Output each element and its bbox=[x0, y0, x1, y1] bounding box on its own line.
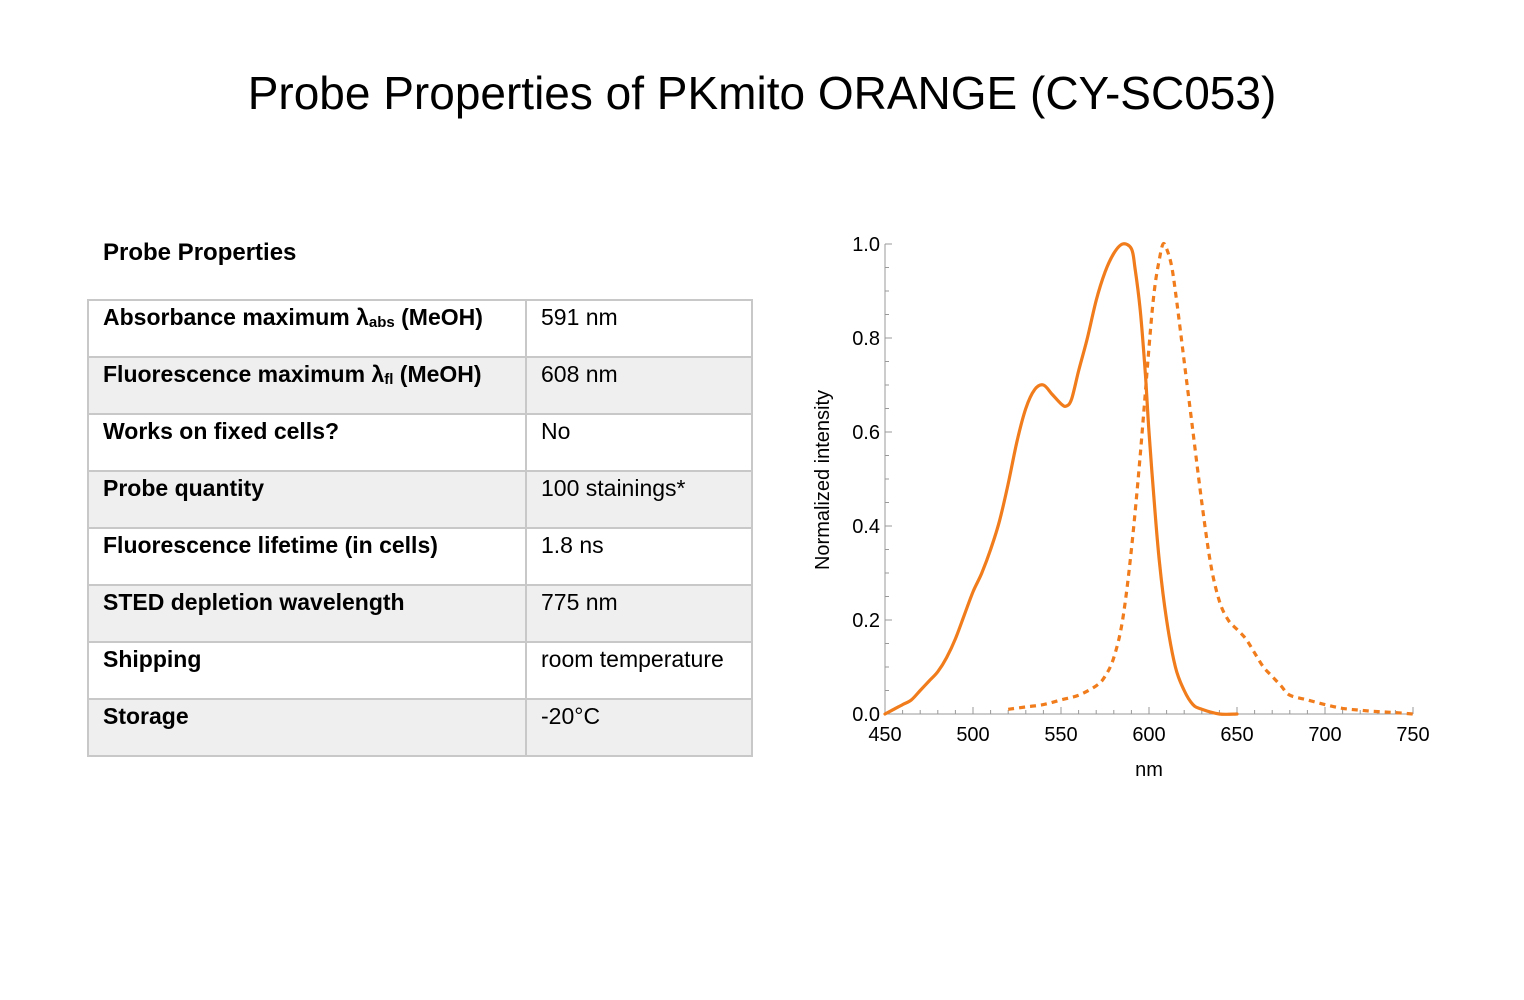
x-tick-label: 650 bbox=[1220, 724, 1253, 746]
x-tick-label: 450 bbox=[868, 724, 901, 746]
property-label-text: Absorbance maximum λ bbox=[103, 304, 369, 330]
property-label-text: Storage bbox=[103, 703, 189, 729]
property-row: STED depletion wavelength 775 nm bbox=[87, 584, 753, 643]
property-label-text: Probe quantity bbox=[103, 475, 265, 501]
property-value: 591 nm bbox=[525, 299, 753, 358]
property-label-subscript: fl bbox=[384, 371, 394, 388]
x-tick-label: 500 bbox=[956, 724, 989, 746]
y-tick-label: 0.4 bbox=[852, 516, 880, 538]
probe-properties-table: Absorbance maximum λabs (MeOH) 591 nm Fluo… bbox=[87, 299, 753, 757]
property-label-text: Fluorescence lifetime (in cells) bbox=[103, 532, 438, 558]
property-label: STED depletion wavelength bbox=[87, 584, 527, 643]
series-line-fluorescence bbox=[1007, 241, 1414, 716]
property-value: 100 stainings* bbox=[525, 470, 753, 529]
property-value: 1.8 ns bbox=[525, 527, 753, 586]
property-row: Absorbance maximum λabs (MeOH) 591 nm bbox=[87, 299, 753, 358]
x-tick-label: 600 bbox=[1132, 724, 1165, 746]
y-tick-label: 0.6 bbox=[852, 422, 880, 444]
y-tick-label: 0.2 bbox=[852, 610, 880, 632]
chart-series bbox=[883, 241, 1414, 716]
property-label-text: Shipping bbox=[103, 646, 202, 672]
x-tick-label: 750 bbox=[1396, 724, 1429, 746]
y-axis-label: Normalized intensity bbox=[812, 390, 834, 570]
spectra-chart: 450 500 550 600 650 700 7500.00.20.40.60.81.0 … bbox=[812, 234, 1430, 781]
property-label: Probe quantity bbox=[87, 470, 527, 529]
property-label-text: Fluorescence maximum λ bbox=[103, 361, 385, 387]
property-label: Fluorescence maximum λfl (MeOH) bbox=[87, 356, 527, 415]
property-value: -20°C bbox=[525, 698, 753, 757]
property-label-text: Works on fixed cells? bbox=[103, 418, 340, 444]
property-label: Fluorescence lifetime (in cells) bbox=[87, 527, 527, 586]
property-row: Storage -20°C bbox=[87, 698, 753, 757]
chart-axes: 450 500 550 600 650 700 750 0.0 0.2 0.4 0.6 0.8 1.0 bbox=[852, 234, 1430, 746]
property-label: Storage bbox=[87, 698, 527, 757]
property-value: No bbox=[525, 413, 753, 472]
series-line-absorbance bbox=[883, 242, 1239, 716]
property-label-suffix: (MeOH) bbox=[393, 361, 482, 387]
property-value: 775 nm bbox=[525, 584, 753, 643]
property-row: Fluorescence lifetime (in cells) 1.8 ns bbox=[87, 527, 753, 586]
probe-properties-heading: Probe Properties bbox=[103, 239, 297, 266]
property-label: Shipping bbox=[87, 641, 527, 700]
x-axis-label: nm bbox=[1135, 759, 1163, 781]
y-tick-label: 0.0 bbox=[852, 704, 880, 726]
property-row: Probe quantity 100 stainings* bbox=[87, 470, 753, 529]
property-label-subscript: abs bbox=[368, 314, 395, 331]
y-tick-label: 1.0 bbox=[852, 234, 880, 256]
property-label: Absorbance maximum λabs (MeOH) bbox=[87, 299, 527, 358]
property-label-text: STED depletion wavelength bbox=[103, 589, 405, 615]
x-tick-label: 550 bbox=[1044, 724, 1077, 746]
property-row: Fluorescence maximum λfl (MeOH) 608 nm bbox=[87, 356, 753, 415]
property-row: Shipping room temperature bbox=[87, 641, 753, 700]
page-title: Probe Properties of PKmito ORANGE (CY-SC… bbox=[247, 67, 1277, 119]
property-label-suffix: (MeOH) bbox=[394, 304, 483, 330]
y-tick-label: 0.8 bbox=[852, 328, 880, 350]
property-value: room temperature bbox=[525, 641, 753, 700]
property-value: 608 nm bbox=[525, 356, 753, 415]
x-tick-label: 700 bbox=[1308, 724, 1341, 746]
property-label: Works on fixed cells? bbox=[87, 413, 527, 472]
property-row: Works on fixed cells? No bbox=[87, 413, 753, 472]
